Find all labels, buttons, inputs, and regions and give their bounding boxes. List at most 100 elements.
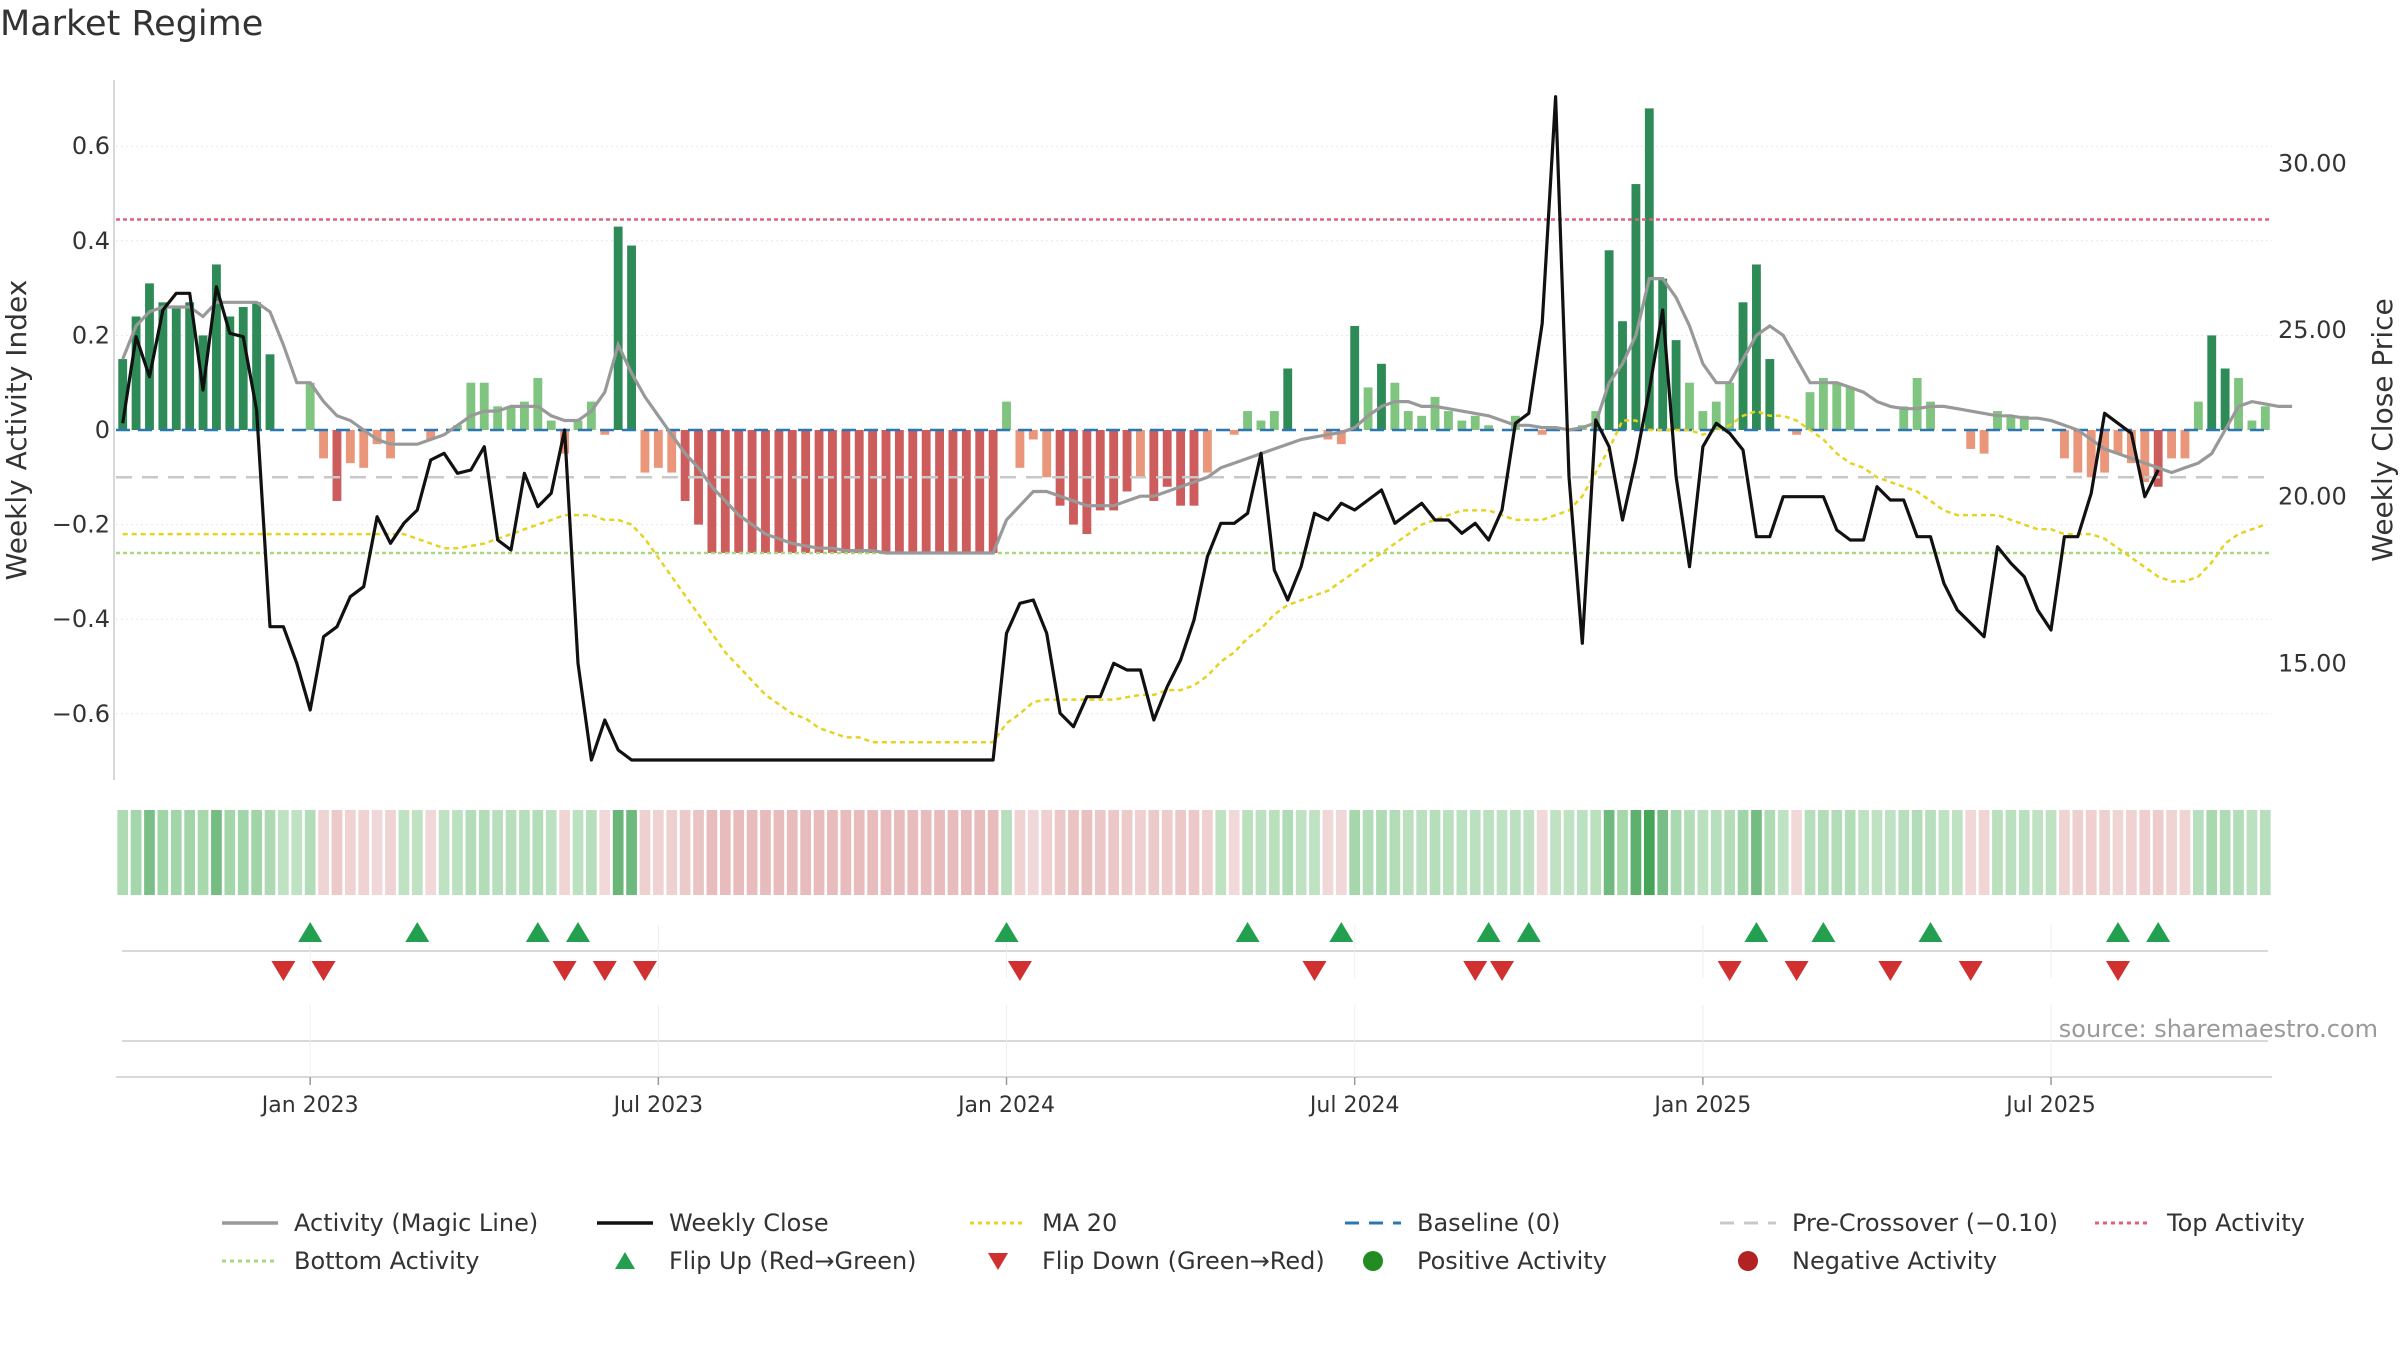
right-tick-label: 30.00 bbox=[2278, 149, 2347, 177]
activity-bar bbox=[935, 430, 944, 553]
activity-bar bbox=[1444, 411, 1453, 430]
regime-cell bbox=[2099, 810, 2110, 895]
regime-cell bbox=[800, 810, 812, 895]
legend-swatch bbox=[1345, 1221, 1401, 1225]
regime-cell bbox=[1402, 810, 1414, 895]
regime-cell bbox=[1992, 810, 2003, 895]
regime-cell bbox=[1068, 810, 1079, 895]
regime-cell bbox=[760, 810, 771, 895]
regime-cell bbox=[1041, 810, 1053, 895]
regime-cell bbox=[1951, 810, 1963, 895]
legend: Activity (Magic Line) Weekly Close MA 20 Ba… bbox=[0, 1200, 2400, 1300]
regime-cell bbox=[666, 810, 678, 895]
legend-label: Activity (Magic Line) bbox=[294, 1209, 539, 1237]
activity-bar bbox=[667, 430, 677, 473]
x-tick-label: Jan 2025 bbox=[1652, 1093, 1751, 1118]
activity-bar bbox=[1202, 430, 1212, 473]
regime-cell bbox=[1871, 810, 1883, 895]
regime-cell bbox=[773, 810, 785, 895]
regime-cell bbox=[1148, 810, 1160, 895]
x-tick-label: Jul 2025 bbox=[2004, 1093, 2096, 1118]
regime-cell bbox=[2166, 810, 2177, 895]
regime-cell bbox=[2032, 810, 2044, 895]
activity-bar bbox=[1243, 411, 1252, 430]
chart-title: Market Regime bbox=[0, 4, 264, 44]
activity-bar bbox=[2126, 430, 2136, 464]
legend-swatch bbox=[615, 1252, 635, 1269]
regime-cell bbox=[1456, 810, 1468, 895]
flip-up-marker bbox=[525, 922, 550, 942]
legend-swatch bbox=[1738, 1251, 1758, 1271]
regime-cell bbox=[1335, 810, 1347, 895]
regime-cell bbox=[1630, 810, 1642, 895]
activity-bar bbox=[841, 430, 851, 553]
regime-cell bbox=[612, 810, 624, 895]
activity-bar bbox=[1537, 430, 1547, 435]
legend-swatch bbox=[970, 1221, 1026, 1225]
activity-bar bbox=[1390, 382, 1400, 430]
flip-down-marker bbox=[2106, 961, 2130, 981]
activity-bar bbox=[640, 430, 650, 473]
flip-up-marker bbox=[405, 922, 430, 942]
regime-cell bbox=[2005, 810, 2017, 895]
activity-bar bbox=[1899, 406, 1909, 430]
regime-cell bbox=[853, 810, 865, 895]
regime-cell bbox=[344, 810, 356, 895]
regime-cell bbox=[1858, 810, 1869, 895]
activity-bar bbox=[252, 302, 262, 430]
regime-cell bbox=[1309, 810, 1320, 895]
regime-cell bbox=[157, 810, 169, 895]
legend-item: Bottom Activity bbox=[220, 1244, 479, 1278]
regime-cell bbox=[1804, 810, 1816, 895]
regime-cell bbox=[1161, 810, 1173, 895]
regime-cell bbox=[1697, 810, 1709, 895]
activity-bar bbox=[921, 430, 931, 553]
regime-cell bbox=[2179, 810, 2191, 895]
activity-bar bbox=[1470, 415, 1480, 430]
activity-bar bbox=[801, 430, 811, 553]
regime-cell bbox=[1898, 810, 1910, 895]
regime-cell bbox=[211, 810, 222, 895]
legend-item: Top Activity bbox=[2093, 1206, 2305, 1240]
flip-up-marker bbox=[298, 922, 323, 942]
activity-bar bbox=[2260, 406, 2270, 430]
activity-bar bbox=[1658, 278, 1668, 430]
regime-cell bbox=[719, 810, 731, 895]
regime-cell bbox=[2139, 810, 2151, 895]
regime-cell bbox=[2059, 810, 2070, 895]
x-tick-label: Jan 2024 bbox=[956, 1093, 1055, 1118]
regime-cell bbox=[2085, 810, 2097, 895]
legend-item: Flip Down (Green→Red) bbox=[968, 1244, 1325, 1278]
activity-bar bbox=[1711, 401, 1721, 430]
activity-bar bbox=[1618, 321, 1627, 430]
activity-bar bbox=[1792, 430, 1802, 435]
regime-cell bbox=[1094, 810, 1106, 895]
activity-bar bbox=[546, 420, 556, 430]
regime-cell bbox=[465, 810, 477, 895]
regime-cell bbox=[1777, 810, 1789, 895]
legend-item: Pre-Crossover (−0.10) bbox=[1718, 1206, 2058, 1240]
regime-cell bbox=[1510, 810, 1521, 895]
activity-bar bbox=[520, 401, 529, 430]
activity-bar bbox=[1631, 184, 1641, 430]
activity-bar bbox=[1845, 387, 1855, 430]
regime-cell bbox=[264, 810, 276, 895]
activity-bar bbox=[881, 430, 891, 553]
regime-cell bbox=[545, 810, 557, 895]
regime-cell bbox=[425, 810, 437, 895]
flip-down-marker bbox=[271, 961, 296, 981]
flip-down-marker bbox=[592, 961, 617, 981]
activity-bar bbox=[680, 430, 690, 501]
regime-cell bbox=[1282, 810, 1294, 895]
regime-cell bbox=[867, 810, 878, 895]
activity-bar bbox=[1363, 387, 1373, 430]
activity-bar bbox=[1055, 430, 1065, 506]
regime-cell bbox=[1054, 810, 1066, 895]
activity-bar bbox=[828, 430, 837, 553]
ma20-line bbox=[122, 409, 2266, 744]
activity-bar bbox=[1350, 325, 1360, 430]
regime-cell bbox=[2246, 810, 2258, 895]
activity-bar bbox=[1028, 430, 1038, 440]
regime-cell bbox=[478, 810, 490, 895]
activity-bar bbox=[627, 245, 636, 430]
